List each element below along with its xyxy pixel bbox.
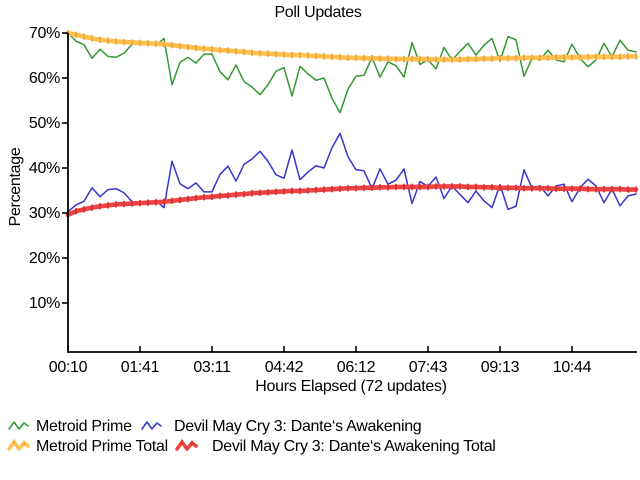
x-tick-label: 04:42 (265, 359, 304, 376)
legend-item-devil-may-cry-3-dante-s-awakening-total: Devil May Cry 3: Dante‘s Awakening Total (175, 438, 496, 455)
legend-label-metroid-prime: Metroid Prime (36, 418, 132, 435)
x-tick-label: 10:44 (553, 359, 592, 376)
series-metroid-prime-total (65, 29, 639, 63)
legend: Metroid Prime Devil May Cry 3: Dante‘s Aw… (7, 418, 496, 455)
series-devil-may-cry-3-dante-s-awakening (67, 132, 637, 213)
devil-may-cry-3-dante-s-awakening-total-legend-line-icon (175, 440, 198, 451)
x-tick-label: 07:43 (409, 359, 448, 376)
legend-item-metroid-prime-total: Metroid Prime Total (7, 438, 168, 455)
metroid-prime-total-legend-line-icon (7, 440, 30, 451)
x-tick-label: 01:41 (121, 359, 160, 376)
x-tick-label: 06:12 (337, 359, 376, 376)
chart-title: Poll Updates (274, 4, 361, 21)
plot-area: 70% 60% 50% 40% 30% 20% 10% 00:10 01:41 03:11 04:4… (29, 25, 639, 376)
legend-item-metroid-prime: Metroid Prime (8, 418, 132, 435)
y-tick-label: 20% (29, 250, 60, 267)
x-tick-label: 09:13 (481, 359, 520, 376)
y-tick-label: 50% (29, 115, 60, 132)
y-axis-title: Percentage (7, 147, 24, 226)
x-tick-label: 00:10 (49, 359, 88, 376)
y-tick-label: 60% (29, 70, 60, 87)
y-tick-label: 10% (29, 295, 60, 312)
series-devil-may-cry-3-dante-s-awakening-total (65, 183, 639, 218)
devil-may-cry-3-dante-s-awakening-legend-line-icon (141, 421, 162, 430)
y-tick-label: 40% (29, 160, 60, 177)
legend-label-devil-may-cry-3-dante-s-awakening-total: Devil May Cry 3: Dante‘s Awakening Total (212, 438, 496, 455)
legend-label-metroid-prime-total: Metroid Prime Total (36, 438, 168, 455)
metroid-prime-legend-line-icon (8, 421, 29, 430)
legend-item-devil-may-cry-3-dante-s-awakening: Devil May Cry 3: Dante‘s Awakening (141, 418, 422, 435)
x-axis-title: Hours Elapsed (72 updates) (255, 378, 446, 395)
x-tick-label: 03:11 (193, 359, 231, 376)
legend-label-devil-may-cry-3-dante-s-awakening: Devil May Cry 3: Dante‘s Awakening (174, 418, 421, 435)
y-tick-label: 30% (29, 205, 60, 222)
y-tick-label: 70% (29, 25, 60, 42)
